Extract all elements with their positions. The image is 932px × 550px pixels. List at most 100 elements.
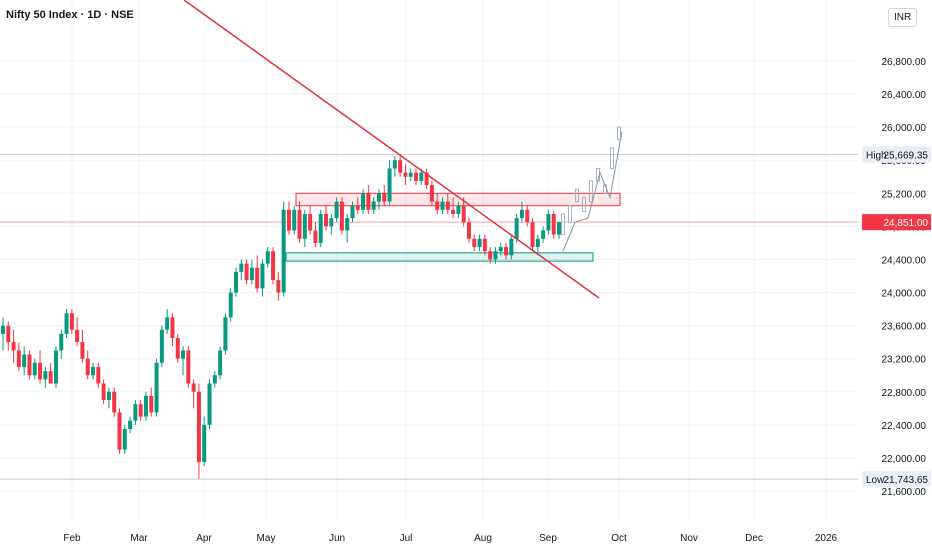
x-tick-label: Aug (474, 533, 492, 544)
candle-body (80, 342, 85, 359)
candle-body (361, 193, 366, 210)
candle-body (435, 201, 440, 210)
candle-body (308, 213, 313, 231)
candle-body (96, 366, 101, 384)
candle-body (509, 238, 514, 256)
low-badge-bg (862, 471, 931, 488)
candle-body (286, 209, 291, 231)
candle-body (276, 280, 281, 293)
candle-body (488, 251, 493, 260)
y-tick-label: 26,800.00 (882, 57, 927, 68)
candle-body (329, 218, 334, 227)
candle-body (398, 160, 403, 173)
candle-body (196, 391, 201, 463)
candle-body (371, 201, 376, 210)
projection-candle (561, 213, 565, 236)
candle-body (154, 362, 159, 413)
candle-body (233, 271, 238, 293)
candle-body (345, 218, 350, 231)
candle-body (117, 412, 122, 450)
candle-body (53, 350, 58, 384)
candle-body (165, 317, 170, 330)
candle-body (419, 172, 424, 181)
candle-body (297, 209, 302, 239)
candle-body (535, 238, 540, 248)
y-tick-label: 22,000.00 (882, 454, 927, 465)
y-tick-label: 24,000.00 (882, 289, 927, 300)
candle-body (472, 238, 477, 248)
candle-body (239, 263, 244, 272)
candle-body (255, 267, 260, 289)
trendline (183, 0, 600, 299)
candle-body (271, 251, 276, 281)
y-tick-label: 25,200.00 (882, 189, 927, 200)
projection-candle (568, 205, 572, 223)
candle-body (334, 201, 339, 219)
candle-body (212, 375, 217, 384)
candle-body (292, 209, 297, 231)
x-tick-label: Feb (63, 533, 81, 544)
candle-body (59, 333, 64, 351)
candle-body (429, 185, 434, 202)
candle-body (504, 247, 509, 256)
support-zone (285, 252, 594, 262)
candle-body (16, 350, 21, 367)
candle-body (408, 172, 413, 177)
candle-body (265, 251, 270, 264)
y-tick-label: 22,800.00 (882, 388, 927, 399)
high-label: High (866, 150, 887, 161)
candle-body (451, 209, 456, 214)
candle-body (376, 193, 381, 202)
candle-body (339, 201, 344, 231)
candle-body (112, 391, 117, 413)
candle-body (403, 172, 408, 177)
x-tick-label: Jun (329, 533, 345, 544)
candle-body (392, 160, 397, 169)
x-tick-label: Mar (130, 533, 148, 544)
last-price-badge-bg (862, 214, 931, 231)
candle-body (207, 383, 212, 425)
candle-body (477, 238, 482, 248)
projection-path (562, 131, 623, 252)
candle-body (530, 222, 535, 248)
candles (1, 156, 561, 479)
candle-body (350, 205, 355, 219)
candle-body (366, 193, 371, 210)
y-tick-label: 21,600.00 (882, 487, 927, 498)
candle-body (324, 213, 329, 227)
x-tick-label: Jul (400, 533, 413, 544)
candle-body (106, 391, 111, 401)
candle-body (514, 218, 519, 239)
y-tick-label: 23,200.00 (882, 355, 927, 366)
candle-body (122, 428, 127, 450)
candle-body (202, 424, 207, 463)
candle-body (128, 420, 133, 429)
candle-body (27, 354, 32, 376)
candle-body (424, 172, 429, 186)
x-tick-label: Sep (539, 533, 557, 544)
low-value: 21,743.65 (884, 475, 929, 486)
candle-body (85, 358, 90, 376)
candle-body (6, 325, 11, 343)
axes: 26,800.0026,400.0026,000.0025,600.0025,2… (63, 57, 931, 544)
projection-candle (589, 180, 593, 203)
candle-body (541, 230, 546, 239)
candle-body (557, 222, 561, 235)
currency-button[interactable]: INR (888, 8, 918, 27)
candle-body (175, 338, 180, 359)
candle-body (482, 238, 487, 252)
candle-body (186, 350, 191, 384)
candle-body (223, 317, 228, 351)
candle-body (22, 354, 27, 367)
candle-body (149, 395, 154, 413)
projection-candle (575, 188, 579, 203)
candle-body (440, 201, 445, 210)
candle-body (11, 342, 16, 351)
candle-body (382, 193, 387, 202)
candle-body (48, 371, 53, 384)
projection (561, 126, 623, 252)
candle-body (260, 263, 265, 289)
trendline (183, 0, 600, 299)
candle-body (456, 205, 461, 214)
